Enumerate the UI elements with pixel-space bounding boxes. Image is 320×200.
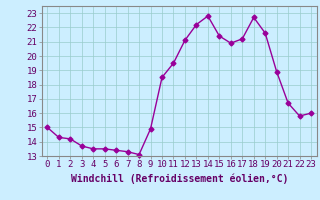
X-axis label: Windchill (Refroidissement éolien,°C): Windchill (Refroidissement éolien,°C) — [70, 173, 288, 184]
